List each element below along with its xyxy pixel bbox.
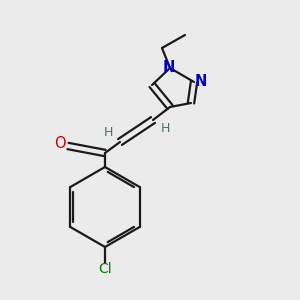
Text: O: O [54, 136, 66, 152]
Text: N: N [163, 59, 175, 74]
Text: H: H [160, 122, 170, 134]
Text: N: N [195, 74, 207, 88]
Text: H: H [103, 125, 113, 139]
Text: Cl: Cl [98, 262, 112, 276]
